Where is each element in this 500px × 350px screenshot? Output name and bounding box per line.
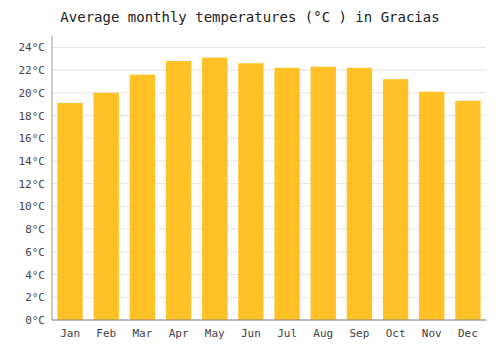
y-tick-label: 10°C bbox=[19, 200, 46, 213]
y-tick-label: 12°C bbox=[19, 178, 46, 191]
bar bbox=[94, 93, 119, 320]
x-tick-label: Oct bbox=[386, 327, 406, 340]
y-tick-label: 6°C bbox=[25, 246, 45, 259]
bar bbox=[57, 103, 82, 320]
x-tick-label: Dec bbox=[458, 327, 478, 340]
x-axis-line bbox=[52, 320, 486, 321]
bar bbox=[166, 61, 191, 320]
x-tick-label: Sep bbox=[349, 327, 369, 340]
bar bbox=[383, 79, 408, 320]
bars bbox=[57, 58, 480, 320]
x-tick-label: Jun bbox=[241, 327, 261, 340]
x-tick-label: Aug bbox=[313, 327, 333, 340]
x-tick-label: May bbox=[205, 327, 225, 340]
bar bbox=[130, 75, 155, 320]
bar bbox=[311, 67, 336, 320]
x-tick-label: Feb bbox=[96, 327, 116, 340]
x-tick-label: Nov bbox=[422, 327, 442, 340]
grid bbox=[52, 47, 486, 320]
y-tick-label: 18°C bbox=[19, 110, 46, 123]
grid-line bbox=[52, 47, 486, 48]
bar bbox=[419, 92, 444, 320]
y-tick-label: 4°C bbox=[25, 269, 45, 282]
y-tick-label: 24°C bbox=[19, 41, 46, 54]
y-tick-label: 20°C bbox=[19, 87, 46, 100]
bar bbox=[238, 63, 263, 320]
grid-line bbox=[52, 70, 486, 71]
y-tick-label: 14°C bbox=[19, 155, 46, 168]
y-tick-label: 0°C bbox=[25, 314, 45, 327]
title: Average monthly temperatures (°C ) in Gr… bbox=[60, 9, 439, 25]
grid-line bbox=[52, 320, 486, 321]
bar bbox=[274, 68, 299, 320]
x-tick-label: Jul bbox=[277, 327, 297, 340]
x-tick-label: Jan bbox=[60, 327, 80, 340]
chart: Average monthly temperatures (°C ) in Gr… bbox=[0, 0, 500, 350]
bar bbox=[202, 58, 227, 320]
bar bbox=[347, 68, 372, 320]
y-tick-label: 2°C bbox=[25, 291, 45, 304]
y-axis-line bbox=[52, 36, 53, 320]
bar bbox=[455, 101, 480, 320]
x-tick-label: Apr bbox=[169, 327, 189, 340]
y-tick-label: 16°C bbox=[19, 132, 46, 145]
y-tick-label: 22°C bbox=[19, 64, 46, 77]
y-tick-label: 8°C bbox=[25, 223, 45, 236]
x-tick-label: Mar bbox=[132, 327, 152, 340]
